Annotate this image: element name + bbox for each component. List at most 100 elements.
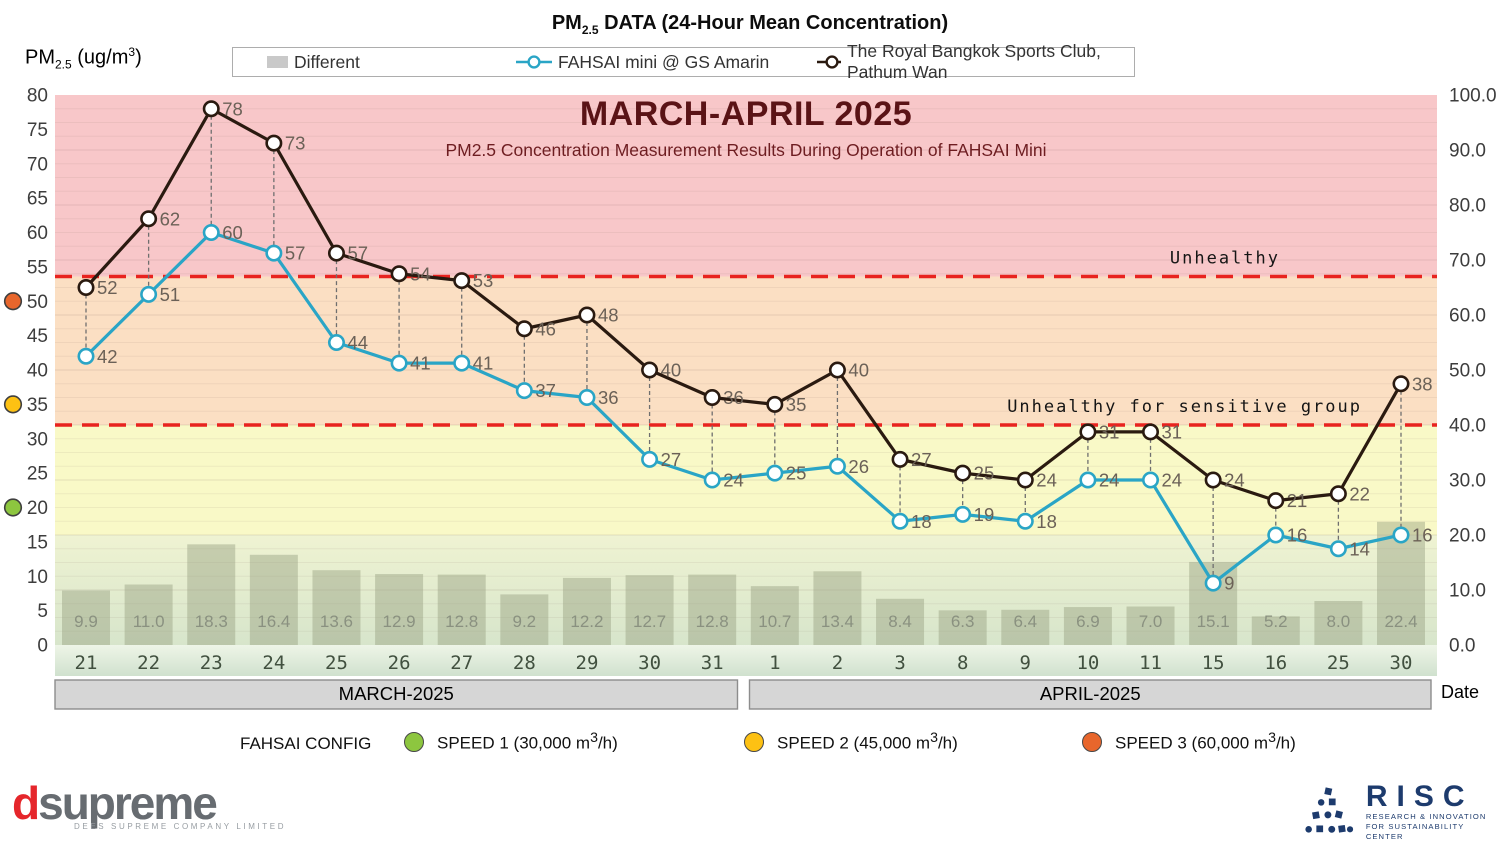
svg-text:25: 25: [27, 464, 48, 485]
svg-text:36: 36: [723, 387, 744, 408]
y-axis-label-sub: 2.5: [55, 57, 72, 72]
svg-text:25: 25: [786, 463, 807, 484]
svg-text:12.8: 12.8: [445, 612, 478, 631]
svg-text:13.4: 13.4: [821, 612, 854, 631]
svg-text:40: 40: [848, 360, 869, 381]
svg-text:31: 31: [1099, 421, 1120, 442]
speed2-label-sup: 3: [930, 730, 938, 746]
svg-text:Unhealthy: Unhealthy: [1170, 249, 1280, 269]
svg-text:31: 31: [701, 652, 724, 674]
svg-text:12.7: 12.7: [633, 612, 666, 631]
svg-text:9: 9: [1020, 652, 1031, 674]
y-axis-label-sup: 3: [128, 45, 136, 59]
left-axis-ticks: 0 5 10 15 20 25 30 35 40 45 50 55 60 65 70 75 80: [27, 86, 48, 657]
svg-text:18: 18: [1036, 511, 1057, 532]
line-marker-dark-icon: [817, 55, 841, 69]
y-axis-label-end: ): [135, 46, 142, 69]
svg-text:57: 57: [285, 243, 306, 264]
svg-text:22.4: 22.4: [1384, 612, 1417, 631]
svg-text:7.0: 7.0: [1139, 612, 1163, 631]
svg-text:24: 24: [1036, 470, 1057, 491]
svg-text:19: 19: [974, 504, 995, 525]
svg-text:35: 35: [786, 394, 807, 415]
svg-text:25: 25: [1327, 652, 1350, 674]
month-bands: MARCH-2025 APRIL-2025: [54, 679, 1432, 710]
svg-text:16: 16: [1412, 525, 1433, 546]
line-royal: [84, 107, 1403, 503]
line-marker-cyan-icon: [516, 55, 552, 69]
config-item-speed2: SPEED 2 (45,000 m3/h): [744, 730, 958, 754]
svg-text:16: 16: [1287, 525, 1308, 546]
y-axis-label-pm: PM: [25, 46, 55, 69]
y-axis-label: PM2.5 (ug/m3): [25, 45, 142, 72]
svg-text:45: 45: [27, 326, 48, 347]
legend-label-royal: The Royal Bangkok Sports Club, Pathum Wa…: [846, 41, 1101, 82]
svg-text:73: 73: [285, 133, 306, 154]
svg-text:8: 8: [957, 652, 968, 674]
svg-text:20: 20: [27, 498, 48, 519]
svg-text:24: 24: [723, 470, 744, 491]
svg-text:27: 27: [911, 449, 932, 470]
svg-text:24: 24: [1224, 470, 1245, 491]
svg-text:29: 29: [576, 652, 599, 674]
svg-text:40: 40: [27, 361, 48, 382]
page-title: PM2.5 DATA (24-Hour Mean Concentration): [0, 12, 1500, 37]
svg-text:13.6: 13.6: [320, 612, 353, 631]
y-axis-label-mid: (ug/m: [71, 46, 129, 69]
svg-text:8.0: 8.0: [1327, 612, 1351, 631]
svg-text:6.9: 6.9: [1076, 612, 1100, 631]
svg-text:5: 5: [37, 601, 48, 622]
svg-text:55: 55: [27, 257, 48, 278]
svg-text:0: 0: [37, 636, 48, 657]
legend-label-fahsai: FAHSAI mini @ GS Amarin: [558, 51, 770, 72]
config-legend-title: FAHSAI CONFIG: [240, 734, 372, 753]
svg-text:54: 54: [410, 263, 431, 284]
bars: [62, 521, 1425, 645]
svg-text:11: 11: [1139, 652, 1162, 674]
svg-text:1: 1: [769, 652, 780, 674]
svg-text:16: 16: [1264, 652, 1287, 674]
speed3-label-end: /h): [1275, 733, 1296, 753]
dsupreme-tagline: DEES SUPREME COMPANY LIMITED: [74, 822, 287, 831]
svg-text:16.4: 16.4: [257, 612, 290, 631]
svg-text:70.0: 70.0: [1449, 251, 1486, 272]
svg-text:18.3: 18.3: [195, 612, 228, 631]
svg-text:3: 3: [894, 652, 905, 674]
dsupreme-logo: dsupreme DEES SUPREME COMPANY LIMITED: [12, 780, 286, 831]
svg-text:22: 22: [1349, 483, 1370, 504]
svg-text:9.9: 9.9: [74, 612, 98, 631]
svg-text:50: 50: [27, 292, 48, 313]
svg-text:24: 24: [1099, 470, 1120, 491]
svg-text:26: 26: [388, 652, 411, 674]
bar-labels: 9.9 11.0 18.3 16.4 13.6 12.9 12.8 9.2 12.2 12.7 12…: [74, 612, 1417, 631]
svg-text:21: 21: [1287, 490, 1308, 511]
dsupreme-wordmark: dsupreme: [12, 780, 286, 826]
svg-text:9: 9: [1224, 573, 1234, 594]
dsupreme-d: d: [12, 777, 40, 829]
svg-text:6.3: 6.3: [951, 612, 975, 631]
svg-text:14: 14: [1349, 538, 1370, 559]
threshold-lines: Unhealthy Unhealthy for sensitive group: [55, 249, 1437, 427]
risc-line2: FOR SUSTAINABILITY CENTER: [1365, 822, 1465, 841]
svg-text:35: 35: [27, 395, 48, 416]
svg-text:37: 37: [535, 380, 556, 401]
svg-text:23: 23: [200, 652, 223, 674]
svg-text:8.4: 8.4: [888, 612, 912, 631]
gridlines: [55, 108, 1437, 632]
speed1-dot-icon: [404, 731, 424, 752]
svg-text:62: 62: [160, 208, 181, 229]
speed1-label-sup: 3: [590, 730, 598, 746]
page-title-rest: DATA (24-Hour Mean Concentration): [598, 12, 949, 34]
speed1-label-end: /h): [597, 733, 618, 753]
svg-text:18: 18: [911, 511, 932, 532]
svg-text:30: 30: [27, 429, 48, 450]
markers-royal: [77, 100, 1410, 510]
svg-text:0.0: 0.0: [1449, 636, 1475, 657]
risc-logo: RISC RESEARCH & INNOVATION FOR SUSTAINAB…: [1300, 782, 1500, 842]
svg-text:24: 24: [1162, 470, 1183, 491]
speed-markers: [3, 292, 23, 517]
svg-text:20.0: 20.0: [1449, 526, 1486, 547]
svg-text:15.1: 15.1: [1197, 612, 1230, 631]
speed2-label: SPEED 2 (45,000 m3/h): [777, 730, 958, 754]
svg-text:36: 36: [598, 387, 619, 408]
